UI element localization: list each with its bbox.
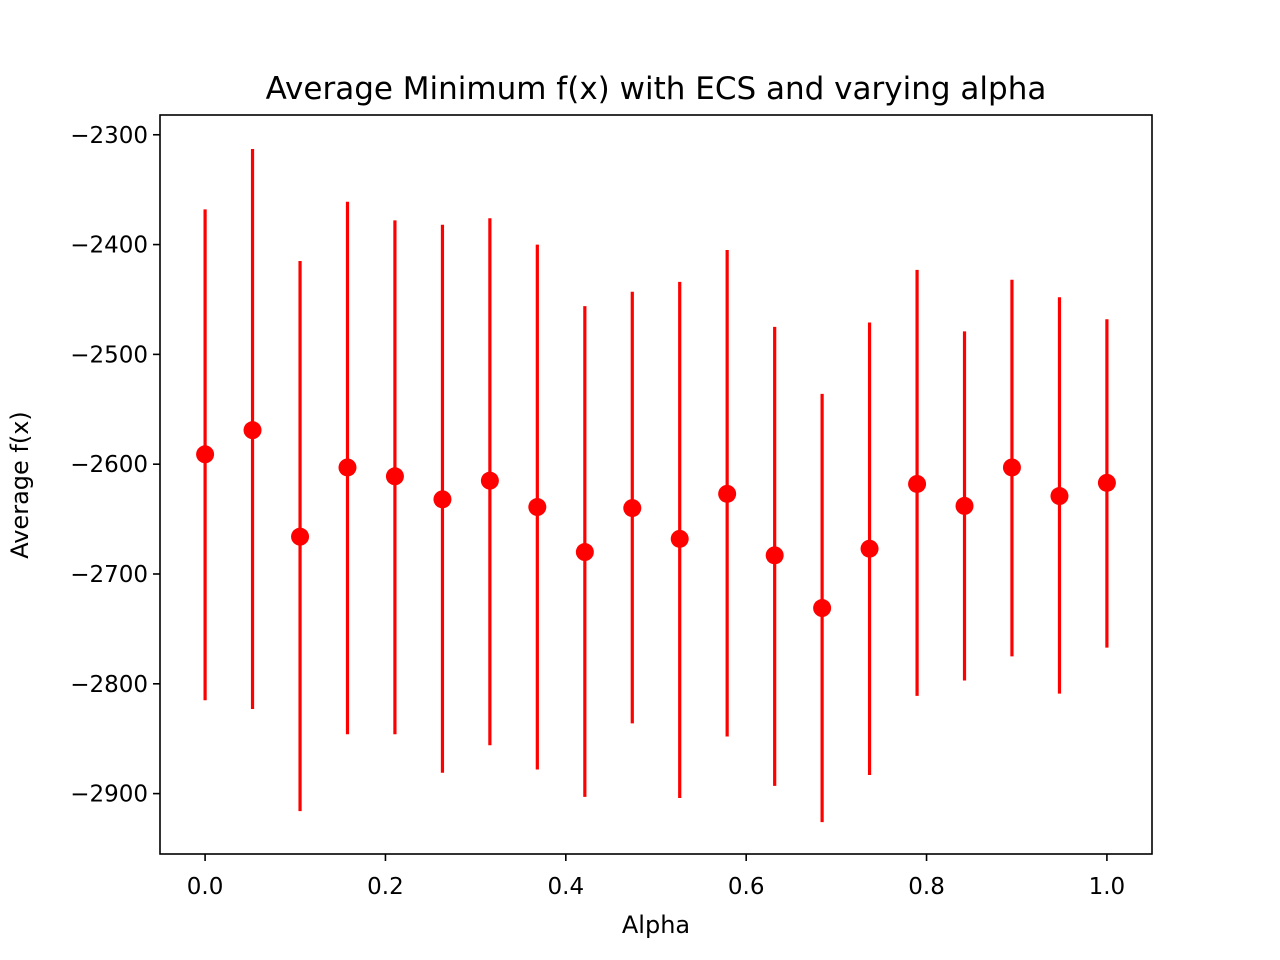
data-point [765, 546, 784, 565]
data-point [196, 445, 215, 464]
y-tick-label: −2900 [70, 782, 148, 808]
data-point [480, 471, 499, 490]
data-point [813, 599, 832, 618]
data-point [908, 474, 927, 493]
y-axis-label: Average f(x) [6, 411, 34, 559]
y-tick-label: −2600 [70, 452, 148, 478]
data-point [1097, 473, 1116, 492]
data-point [385, 467, 404, 486]
x-tick-label: 0.4 [548, 874, 585, 900]
x-tick-label: 0.6 [728, 874, 765, 900]
data-point [528, 498, 547, 517]
data-point [1002, 458, 1021, 477]
data-point [718, 484, 737, 503]
y-tick-label: −2300 [70, 123, 148, 149]
data-point [433, 490, 452, 509]
y-axis-ticks: −2300 −2400 −2500 −2600 −2700 −2800 −2900 [70, 123, 160, 808]
y-tick-label: −2800 [70, 672, 148, 698]
x-tick-label: 0.0 [187, 874, 224, 900]
data-point [1050, 487, 1069, 506]
x-tick-label: 0.2 [367, 874, 404, 900]
x-tick-label: 0.8 [908, 874, 945, 900]
chart-title: Average Minimum f(x) with ECS and varyin… [266, 71, 1047, 107]
x-tick-label: 1.0 [1089, 874, 1126, 900]
data-point [860, 539, 879, 558]
y-tick-label: −2400 [70, 233, 148, 259]
data-point [623, 499, 642, 518]
markers-group [196, 421, 1116, 618]
errorbars-group [203, 149, 1109, 823]
data-point [338, 458, 357, 477]
y-tick-label: −2500 [70, 342, 148, 368]
data-point [955, 496, 974, 515]
data-point [575, 543, 594, 562]
x-axis-ticks: 0.0 0.2 0.4 0.6 0.8 1.0 [187, 854, 1125, 900]
axes-frame [159, 114, 1153, 855]
x-axis-label: Alpha [622, 911, 690, 939]
data-point [291, 527, 310, 546]
data-point [243, 421, 262, 440]
y-tick-label: −2700 [70, 562, 148, 588]
data-point [670, 529, 689, 548]
